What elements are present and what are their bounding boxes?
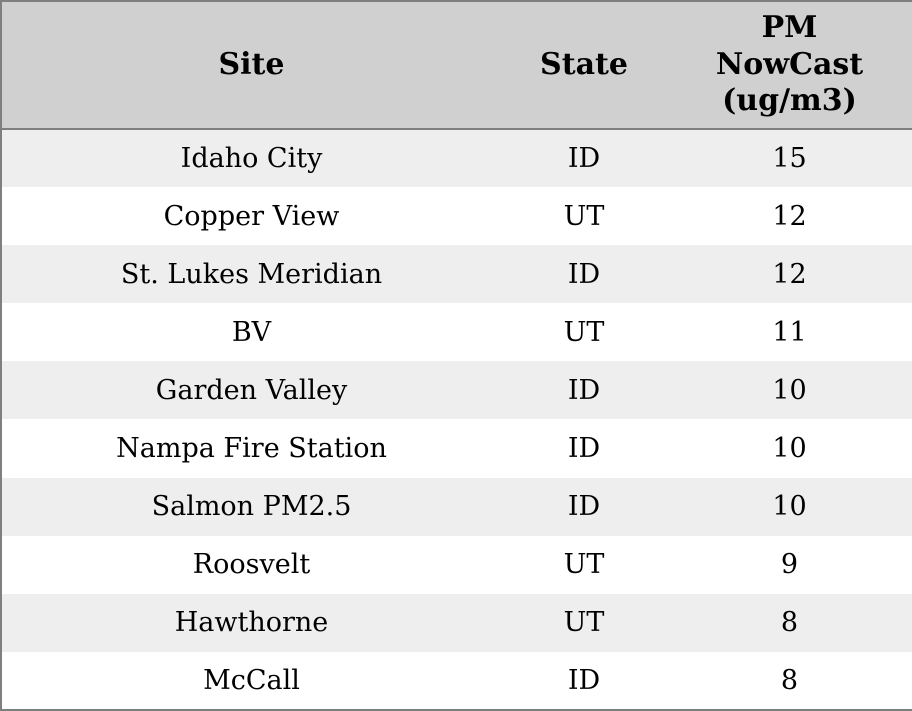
cell-state: UT	[563, 200, 605, 232]
cell-pm: 10	[772, 374, 807, 406]
table-row: St. Lukes Meridian ID 12	[1, 245, 912, 304]
table-header: Site State PM NowCast (ug/m3)	[1, 1, 912, 130]
cell-state: UT	[563, 607, 605, 639]
cell-site: St. Lukes Meridian	[120, 258, 383, 290]
cell-state: UT	[563, 549, 605, 581]
cell-state: ID	[567, 374, 601, 406]
cell-state: ID	[567, 433, 601, 465]
table-row: Garden Valley ID 10	[1, 361, 912, 420]
column-header-state: State	[501, 1, 667, 130]
table-row: McCall ID 8	[1, 651, 912, 710]
cell-site: Roosvelt	[192, 549, 311, 581]
cell-site: Salmon PM2.5	[151, 491, 352, 523]
cell-state: ID	[567, 143, 601, 175]
table-row: Idaho City ID 15	[1, 129, 912, 188]
cell-pm: 8	[780, 664, 799, 696]
cell-state: ID	[567, 258, 601, 290]
table-row: BV UT 11	[1, 303, 912, 362]
cell-site: Idaho City	[180, 143, 323, 175]
cell-site: McCall	[203, 664, 300, 696]
cell-pm: 12	[772, 200, 807, 232]
cell-pm: 10	[772, 433, 807, 465]
column-header-pm-nowcast-label: PM NowCast (ug/m3)	[715, 9, 864, 119]
cell-site: Garden Valley	[155, 374, 348, 406]
cell-site: Copper View	[163, 200, 340, 232]
header-row: Site State PM NowCast (ug/m3)	[1, 1, 912, 130]
cell-pm: 8	[780, 607, 799, 639]
cell-pm: 10	[772, 491, 807, 523]
cell-pm: 9	[780, 549, 799, 581]
table-row: Nampa Fire Station ID 10	[1, 419, 912, 478]
cell-site: Hawthorne	[174, 607, 329, 639]
table-row: Hawthorne UT 8	[1, 593, 912, 652]
cell-state: UT	[563, 316, 605, 348]
cell-pm: 12	[772, 258, 807, 290]
cell-state: ID	[567, 664, 601, 696]
table-row: Roosvelt UT 9	[1, 535, 912, 594]
column-header-pm-nowcast: PM NowCast (ug/m3)	[667, 1, 912, 130]
cell-state: ID	[567, 491, 601, 523]
cell-site: Nampa Fire Station	[116, 433, 387, 465]
cell-pm: 15	[772, 143, 807, 175]
cell-site: BV	[231, 316, 272, 348]
table-row: Salmon PM2.5 ID 10	[1, 477, 912, 536]
column-header-site: Site	[1, 1, 501, 130]
table-body: Idaho City ID 15 Copper View UT 12 St. Lukes M…	[1, 129, 912, 710]
column-header-site-label: Site	[218, 46, 285, 82]
table-row: Copper View UT 12	[1, 187, 912, 246]
column-header-state-label: State	[540, 46, 628, 82]
cell-pm: 11	[772, 316, 807, 348]
